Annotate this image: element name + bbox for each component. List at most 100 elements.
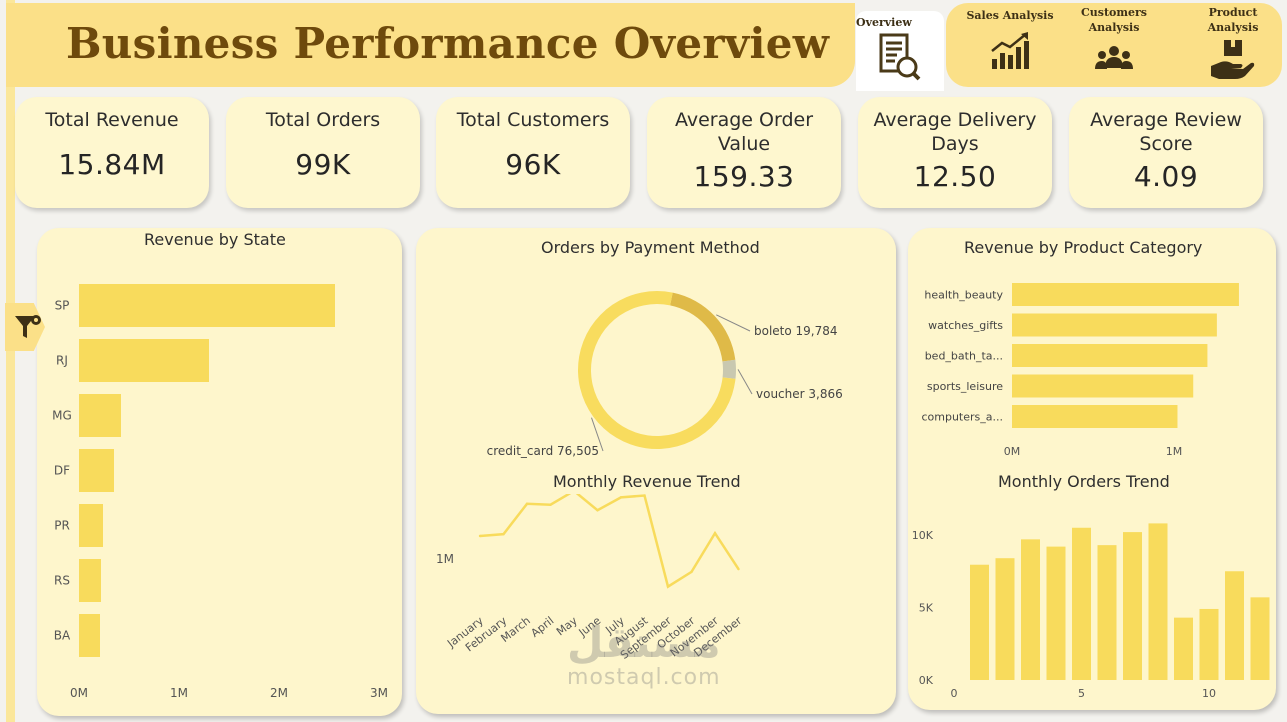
payment-donut-chart: boleto 19,784 voucher 3,866 credit_card 76…: [487, 291, 843, 458]
order-bar: [1250, 597, 1270, 680]
left-accent-strip: [6, 0, 15, 722]
order-bar: [1225, 571, 1244, 680]
product-category-chart: health_beauty watches_gifts bed_bath_ta...…: [921, 283, 1239, 458]
x-tick-label: 3M: [370, 686, 388, 700]
y-tick-label: computers_a...: [921, 411, 1003, 424]
kpi-value: 159.33: [693, 160, 795, 193]
y-tick-label: PR: [54, 519, 70, 533]
y-tick-label: bed_bath_ta...: [925, 350, 1003, 363]
y-tick-label: 0K: [919, 674, 934, 687]
data-point: [690, 570, 693, 574]
kpi-title-line-1: Average Delivery: [873, 109, 1037, 131]
nav-customers-tab[interactable]: Customers Analysis: [1072, 5, 1156, 72]
x-tick-label: 1M: [170, 686, 188, 700]
order-bar: [1199, 608, 1219, 680]
kpi-title: Total Revenue: [45, 109, 179, 131]
y-tick-label: 10K: [912, 529, 934, 542]
nav-customers-label-1: Customers: [1081, 6, 1147, 19]
y-tick-label: sports_leisure: [927, 380, 1003, 393]
bar-rs: [79, 559, 101, 602]
kpi-average-review-score: Average Review Score 4.09: [1069, 97, 1263, 208]
bar-sp: [79, 284, 335, 327]
slice-label: credit_card 76,505: [487, 444, 599, 458]
kpi-title-line-2: Days: [931, 133, 979, 155]
nav-sales-label: Sales Analysis: [966, 9, 1054, 22]
order-bar: [1174, 617, 1193, 680]
y-tick-label: SP: [55, 299, 70, 313]
monthly-revenue-chart: 1M2MJanuaryFebruaryMarchAprilMayJuneJuly…: [436, 494, 745, 662]
nav-overview-label: Overview: [856, 16, 912, 29]
nav-product-label-2: Analysis: [1207, 21, 1259, 34]
data-point: [549, 503, 552, 506]
leader-line: [591, 417, 604, 452]
x-tick-label: April: [529, 614, 557, 640]
leader-line: [716, 314, 751, 332]
data-point: [525, 502, 529, 505]
bar-rj: [79, 339, 209, 382]
y-tick-label: watches_gifts: [928, 319, 1003, 332]
nav-customers-label-2: Analysis: [1088, 21, 1140, 34]
bar-df: [79, 449, 114, 492]
order-bar: [995, 558, 1015, 680]
title-bar: Business Performance Overview: [6, 3, 855, 87]
kpi-total-revenue: Total Revenue 15.84M: [15, 97, 209, 208]
category-and-orders-panel: Revenue by Product Category health_beaut…: [908, 228, 1276, 710]
category-bar: [1012, 283, 1239, 306]
kpi-value: 96K: [505, 148, 561, 181]
y-tick-label: MG: [52, 409, 72, 423]
data-point: [596, 509, 599, 512]
kpi-title: Average Delivery Days: [858, 108, 1052, 156]
donut-slice-voucher: [722, 359, 736, 379]
order-bar: [1072, 527, 1091, 680]
kpi-title: Total Customers: [456, 109, 610, 131]
kpi-title-line-1: Average Order: [674, 109, 814, 131]
bar-pr: [79, 504, 103, 547]
x-tick-label: 0M: [1004, 445, 1021, 458]
chart-title: Revenue by State: [144, 230, 286, 249]
y-tick-label: DF: [54, 464, 70, 478]
bar-ba: [79, 614, 100, 657]
category-bar: [1012, 405, 1178, 428]
kpi-title-line-2: Score: [1139, 133, 1193, 155]
page-title: Business Performance Overview: [66, 19, 830, 68]
kpi-value: 4.09: [1133, 160, 1199, 193]
nav-overview-tab[interactable]: Overview: [856, 11, 944, 91]
x-tick-label: 1M: [1166, 445, 1183, 458]
x-tick-label: 0: [951, 687, 958, 700]
order-bar: [970, 564, 989, 680]
chart-title: Monthly Revenue Trend: [553, 472, 741, 491]
kpi-title: Average Order Value: [647, 108, 841, 156]
y-tick-label: RS: [54, 574, 70, 588]
kpi-total-customers: Total Customers 96K: [436, 97, 630, 208]
leader-line: [737, 369, 753, 395]
revenue-by-state-chart: SP RJ MG DF PR RS BA 0M 1M 2M 3M: [52, 284, 388, 700]
kpi-title-line-2: Value: [717, 133, 771, 155]
order-bar: [1021, 539, 1040, 680]
kpi-value: 99K: [295, 148, 351, 181]
order-bar: [1046, 546, 1066, 680]
y-tick-label: 5K: [919, 602, 934, 615]
data-point: [478, 534, 482, 538]
payment-and-revenue-panel: Orders by Payment Method boleto 19,784 vo…: [416, 228, 896, 714]
revenue-line: [479, 494, 740, 589]
y-tick-label: BA: [54, 629, 71, 643]
nav-product-label-1: Product: [1208, 6, 1258, 19]
data-point: [643, 494, 646, 497]
watermark-arabic: مستقل: [567, 618, 721, 667]
chart-title: Revenue by Product Category: [964, 238, 1203, 257]
order-bar: [1097, 545, 1117, 680]
category-bar: [1012, 344, 1208, 367]
chart-title: Orders by Payment Method: [541, 238, 760, 257]
y-tick-label: RJ: [56, 354, 68, 368]
data-point: [502, 532, 505, 536]
revenue-by-state-panel: Revenue by State SP RJ MG DF PR RS BA 0M 1M 2M 3M: [37, 228, 402, 716]
data-point: [713, 532, 717, 535]
x-tick-label: 10: [1202, 687, 1216, 700]
kpi-total-orders: Total Orders 99K: [226, 97, 420, 208]
kpi-average-order-value: Average Order Value 159.33: [647, 97, 841, 208]
bar-mg: [79, 394, 121, 437]
x-tick-label: 0M: [70, 686, 88, 700]
data-point: [619, 496, 623, 499]
nav-product-tab[interactable]: Product Analysis: [1190, 5, 1276, 82]
nav-sales-tab[interactable]: Sales Analysis: [955, 8, 1065, 71]
